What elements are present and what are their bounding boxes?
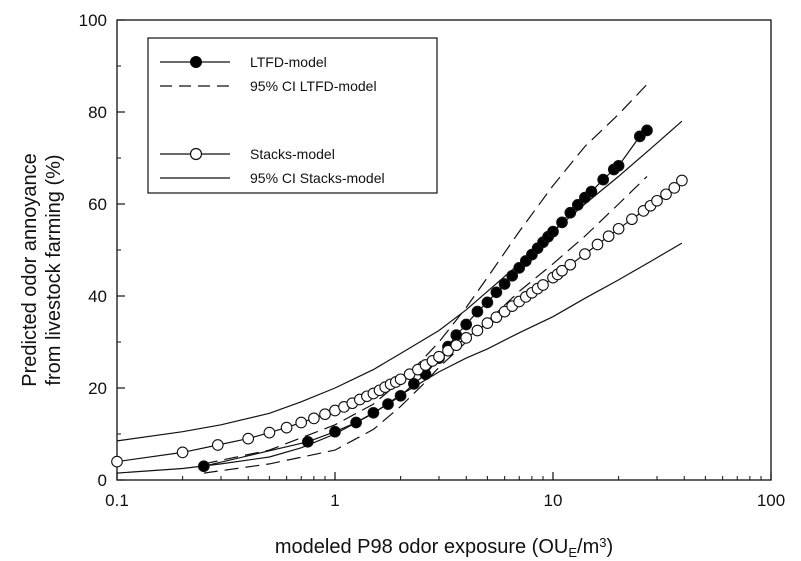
ltfd-model-point: [597, 173, 610, 186]
legend-ltfd-label: LTFD-model: [250, 54, 327, 70]
x-tick-label: 1: [330, 491, 339, 510]
ltfd-model-point: [481, 296, 494, 309]
ltfd-model-point: [547, 225, 559, 238]
stacks-model-point: [668, 182, 681, 194]
stacks-model-point: [481, 317, 494, 329]
legend-stacks-label: Stacks-model: [250, 146, 335, 162]
legend: LTFD-model 95% CI LTFD-model Stacks-mode…: [147, 37, 438, 194]
ltfd-model-point: [382, 398, 394, 410]
axis-ticks: 0.1 1 10 100 0 20 40 60 80 100: [79, 11, 786, 510]
y-axis-title-line-1: Predicted odor annoyance: [19, 153, 41, 387]
ltfd-model-point: [408, 378, 420, 390]
x-axis-title: modeled P98 odor exposure (OUE/m3): [275, 535, 613, 560]
stacks-model-point: [211, 439, 224, 451]
legend-ltfd-marker: [190, 56, 202, 68]
ltfd-model-point: [367, 406, 380, 419]
stacks-model-point: [295, 416, 308, 429]
ltfd-ci-line: [203, 175, 648, 474]
stacks-model-point: [612, 222, 625, 235]
stacks-model-point: [556, 264, 568, 277]
x-tick-label: 0.1: [105, 491, 129, 510]
ltfd-model-point: [564, 206, 577, 219]
y-axis-title-line-2: from livestock farming (%): [43, 154, 65, 385]
y-tick-label: 40: [88, 287, 107, 306]
y-tick-label: 60: [88, 195, 107, 214]
stacks-model-point: [242, 432, 255, 445]
stacks-model-point: [433, 350, 445, 363]
y-tick-label: 100: [79, 11, 107, 30]
stacks-model-point: [591, 238, 604, 251]
ltfd-model-point: [301, 435, 314, 448]
ltfd-model-point: [350, 416, 362, 429]
stacks-model-point: [564, 258, 577, 271]
stacks-ci-line: [116, 242, 683, 474]
stacks-model-point: [176, 446, 189, 459]
stacks-model-point: [660, 188, 672, 201]
ltfd-model-point: [490, 286, 503, 299]
stacks-model-point: [579, 248, 591, 260]
stacks-model-line: [116, 180, 683, 463]
y-tick-label: 80: [88, 103, 107, 122]
stacks-model-point: [263, 426, 276, 439]
ltfd-model-point: [197, 460, 210, 473]
stacks-model-point: [537, 279, 549, 291]
ltfd-ci-line: [203, 83, 648, 465]
x-tick-label: 10: [544, 491, 563, 510]
x-tick-label: 100: [757, 491, 785, 510]
ltfd-model-point: [556, 216, 568, 229]
ltfd-model-point: [394, 389, 407, 402]
stacks-model-point: [319, 408, 331, 421]
legend-ltfd-ci-label: 95% CI LTFD-model: [250, 78, 377, 94]
legend-stacks-ci-label: 95% CI Stacks-model: [250, 170, 385, 186]
ltfd-model-point: [612, 159, 625, 172]
stacks-model-point: [676, 174, 688, 187]
stacks-model-point: [450, 339, 463, 352]
series-layer: [111, 83, 688, 474]
stacks-model-point: [308, 412, 320, 425]
stacks-model-point: [626, 213, 638, 226]
y-tick-label: 0: [98, 471, 107, 490]
ltfd-model-point: [450, 329, 463, 341]
stacks-model-point: [442, 344, 454, 357]
stacks-model-point: [490, 311, 503, 324]
ltfd-model-point: [471, 305, 484, 318]
stacks-model-point: [471, 324, 484, 337]
stacks-model-point: [602, 230, 615, 243]
stacks-model-point: [394, 373, 407, 386]
ltfd-model-point: [498, 278, 511, 290]
ltfd-model-point: [571, 199, 584, 211]
y-tick-label: 20: [88, 379, 107, 398]
ltfd-model-point: [641, 124, 653, 137]
ltfd-model-point: [585, 185, 598, 198]
ltfd-model-point: [460, 318, 473, 331]
stacks-model-point: [460, 332, 473, 344]
stacks-model-point: [111, 455, 123, 468]
ltfd-model-point: [329, 425, 341, 438]
stacks-model-point: [280, 421, 293, 434]
y-axis-title: Predicted odor annoyance from livestock …: [19, 153, 65, 387]
stacks-model-point: [651, 194, 663, 207]
ltfd-model-point: [506, 269, 519, 282]
legend-stacks-marker: [189, 147, 203, 161]
